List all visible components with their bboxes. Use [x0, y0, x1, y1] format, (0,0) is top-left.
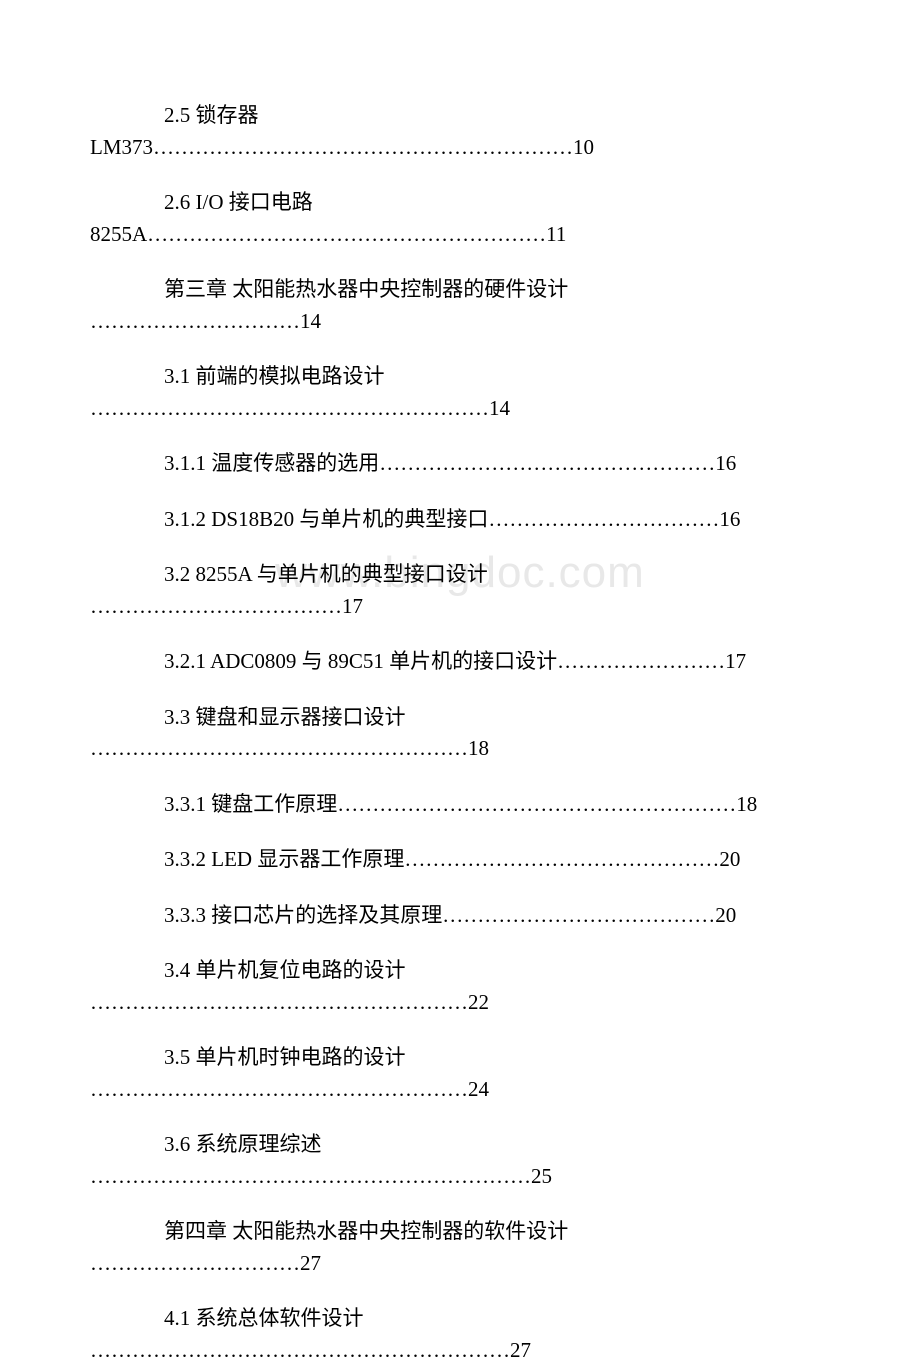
toc-subsection: 3.3.3 接口芯片的选择及其原理…………………………………20	[90, 900, 830, 932]
toc-title: 2.5 锁存器	[90, 100, 830, 132]
toc-entry: 4.1 系统总体软件设计 ……………………………………………………27	[90, 1303, 830, 1366]
toc-entry: 3.3.1 键盘工作原理…………………………………………………18	[90, 789, 830, 821]
toc-entry: 3.3.2 LED 显示器工作原理………………………………………20	[90, 844, 830, 876]
toc-entry: 3.4 单片机复位电路的设计 ………………………………………………22	[90, 955, 830, 1018]
toc-entry: 3.3 键盘和显示器接口设计 ………………………………………………18	[90, 702, 830, 765]
toc-container: 2.5 锁存器 LM373……………………………………………………10 2.6 …	[90, 100, 830, 1366]
toc-entry: 3.5 单片机时钟电路的设计 ………………………………………………24	[90, 1042, 830, 1105]
toc-title: 2.6 I/O 接口电路	[90, 187, 830, 219]
toc-entry: 3.2 8255A 与单片机的典型接口设计 ………………………………17	[90, 559, 830, 622]
toc-title: 3.2 8255A 与单片机的典型接口设计	[90, 559, 830, 591]
toc-title: 3.5 单片机时钟电路的设计	[90, 1042, 830, 1074]
toc-dots-page: …………………………14	[90, 306, 830, 338]
toc-dots-page: ………………………………17	[90, 591, 830, 623]
toc-subsection: 3.1.1 温度传感器的选用…………………………………………16	[90, 448, 830, 480]
toc-entry: 3.1.2 DS18B20 与单片机的典型接口……………………………16	[90, 504, 830, 536]
toc-entry: 3.2.1 ADC0809 与 89C51 单片机的接口设计……………………17	[90, 646, 830, 678]
toc-dots-page: …………………………27	[90, 1248, 830, 1280]
toc-subsection: 3.3.1 键盘工作原理…………………………………………………18	[90, 789, 830, 821]
toc-subsection: 3.1.2 DS18B20 与单片机的典型接口……………………………16	[90, 504, 830, 536]
toc-dots-page: ………………………………………………………25	[90, 1161, 830, 1193]
toc-dots-page: ………………………………………………18	[90, 733, 830, 765]
toc-dots-page: LM373……………………………………………………10	[90, 132, 830, 164]
toc-title: 3.1 前端的模拟电路设计	[90, 361, 830, 393]
toc-entry: 第三章 太阳能热水器中央控制器的硬件设计 …………………………14	[90, 274, 830, 337]
toc-chapter-title: 第三章 太阳能热水器中央控制器的硬件设计	[90, 274, 830, 306]
toc-entry: 3.3.3 接口芯片的选择及其原理…………………………………20	[90, 900, 830, 932]
toc-entry: 3.1.1 温度传感器的选用…………………………………………16	[90, 448, 830, 480]
toc-title: 4.1 系统总体软件设计	[90, 1303, 830, 1335]
toc-title: 3.4 单片机复位电路的设计	[90, 955, 830, 987]
toc-subsection: 3.3.2 LED 显示器工作原理………………………………………20	[90, 844, 830, 876]
toc-title: 3.3 键盘和显示器接口设计	[90, 702, 830, 734]
toc-title: 3.6 系统原理综述	[90, 1129, 830, 1161]
toc-entry: 3.6 系统原理综述 ………………………………………………………25	[90, 1129, 830, 1192]
toc-chapter-title: 第四章 太阳能热水器中央控制器的软件设计	[90, 1216, 830, 1248]
toc-entry: 2.5 锁存器 LM373……………………………………………………10	[90, 100, 830, 163]
toc-entry: 第四章 太阳能热水器中央控制器的软件设计 …………………………27	[90, 1216, 830, 1279]
toc-entry: 2.6 I/O 接口电路 8255A…………………………………………………11	[90, 187, 830, 250]
toc-dots-page: ………………………………………………24	[90, 1074, 830, 1106]
toc-entry: 3.1 前端的模拟电路设计 …………………………………………………14	[90, 361, 830, 424]
toc-dots-page: ………………………………………………22	[90, 987, 830, 1019]
toc-dots-page: …………………………………………………14	[90, 393, 830, 425]
toc-subsection: 3.2.1 ADC0809 与 89C51 单片机的接口设计……………………17	[90, 646, 830, 678]
toc-dots-page: 8255A…………………………………………………11	[90, 219, 830, 251]
toc-dots-page: ……………………………………………………27	[90, 1335, 830, 1366]
